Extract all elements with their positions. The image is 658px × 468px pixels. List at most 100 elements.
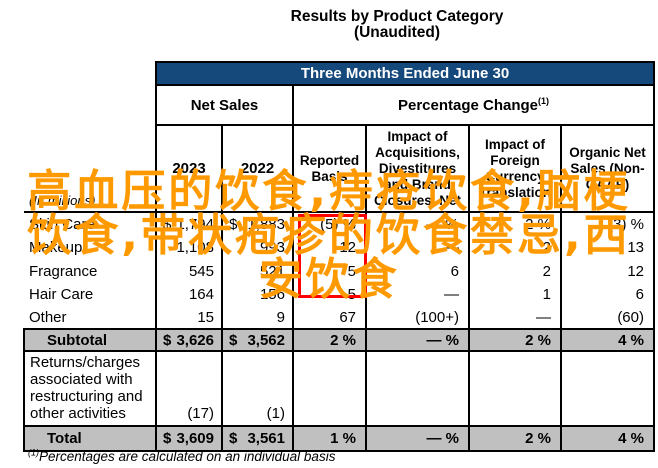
currency-impact-cell: 2	[468, 259, 561, 283]
col-header-2022: 2022	[221, 125, 293, 213]
net-sales-2023-cell: 545	[155, 259, 222, 283]
reported-basis-cell: 5	[292, 259, 366, 283]
acquisitions-impact-cell: —	[365, 283, 469, 306]
acquisitions-impact-cell: —	[365, 236, 469, 259]
row-label: Returns/charges associated with restruct…	[23, 351, 156, 426]
currency-impact-cell: 1	[468, 283, 561, 306]
net-sales-2023-cell: 1,108	[155, 236, 222, 259]
page-title: Results by Product Category (Unaudited)	[142, 9, 652, 41]
currency-symbol: $	[229, 430, 238, 447]
organic-net-sales-cell: 4 %	[560, 328, 655, 352]
value: 1,794	[176, 216, 214, 233]
net-sales-2023-cell: $3,609	[155, 425, 222, 452]
row-label: Other	[29, 308, 67, 326]
table-row: (In millions) 2023 2022 Reported Basis I…	[24, 125, 655, 213]
results-table: Three Months Ended June 30 Net Sales Per…	[23, 61, 655, 452]
table-row-returns-charges: Returns/charges associated with restruct…	[23, 351, 655, 426]
net-sales-2022-cell: 993	[221, 236, 293, 259]
highlight-box	[298, 214, 367, 298]
percentage-change-footnote-marker: (1)	[538, 95, 550, 106]
organic-net-sales-cell: 6	[560, 283, 655, 306]
currency-impact-cell: —	[468, 306, 561, 329]
table-row: Net Sales Percentage Change(1)	[24, 85, 655, 126]
currency-impact-cell: 2 %	[468, 212, 561, 236]
currency-symbol: $	[229, 216, 238, 233]
value: 3,561	[247, 430, 285, 447]
spacer-cell	[24, 85, 156, 125]
spacer-cell	[24, 62, 156, 85]
net-sales-2022-cell: (1)	[221, 351, 293, 426]
acquisitions-impact-cell: — %	[365, 212, 469, 236]
value: 3,562	[247, 331, 285, 349]
footnote: (1)Percentages are calculated on an indi…	[28, 447, 336, 464]
table-row-subtotal: Subtotal $3,626 $3,562 2 % — % 2 % 4 %	[23, 328, 655, 352]
organic-net-sales-cell: 4 %	[560, 425, 655, 452]
acquisitions-impact-cell: — %	[365, 425, 469, 452]
table-row-makeup: Makeup 1,108 993 12 — 2 13	[24, 236, 655, 259]
acquisitions-impact-cell	[365, 351, 469, 426]
net-sales-2023-cell: $1,794	[155, 212, 222, 236]
table-row-total: Total $3,609 $3,561 1 % — % 2 % 4 %	[23, 425, 655, 452]
col-header-foreign-currency: Impact of Foreign Currency Translation	[468, 125, 561, 213]
col-header-reported-basis: Reported Basis	[292, 125, 366, 213]
organic-net-sales-cell: 13	[560, 236, 655, 259]
currency-impact-cell: 2 %	[468, 328, 561, 352]
table-row: Three Months Ended June 30	[24, 61, 655, 86]
organic-net-sales-cell: (60)	[560, 306, 655, 329]
currency-impact-cell: 2 %	[468, 425, 561, 452]
net-sales-2023-cell: 15	[155, 306, 222, 329]
net-sales-2022-cell: $3,561	[221, 425, 293, 452]
currency-impact-cell: 2	[468, 236, 561, 259]
currency-symbol: $	[163, 331, 172, 349]
reported-basis-cell: 67	[292, 306, 366, 329]
net-sales-group-header: Net Sales	[155, 85, 293, 126]
net-sales-2022-cell: $3,562	[221, 328, 293, 352]
col-header-2023: 2023	[155, 125, 222, 213]
col-header-organic: Organic Net Sales (Non-GAAP)	[560, 125, 655, 213]
row-label: Total	[23, 425, 156, 452]
footnote-text: Percentages are calculated on an individ…	[39, 449, 336, 464]
table-row-other: Other 15 9 67 (100+) — (60)	[24, 306, 655, 329]
col-header-acquisitions: Impact of Acquisitions, Divestitures and…	[365, 125, 469, 213]
reported-basis-cell: 2 %	[292, 328, 366, 352]
organic-net-sales-cell	[560, 351, 655, 426]
currency-symbol: $	[163, 216, 172, 233]
row-label: Makeup	[29, 239, 83, 256]
reported-basis-cell: 5	[292, 283, 366, 306]
percentage-change-group-header: Percentage Change(1)	[292, 85, 655, 126]
row-label: Hair Care	[29, 286, 94, 303]
net-sales-2023-cell: $3,626	[155, 328, 222, 352]
row-label: Skin Care	[29, 216, 95, 233]
footnote-marker: (1)	[28, 447, 39, 458]
percentage-change-label: Percentage Change	[397, 96, 539, 114]
currency-impact-cell	[468, 351, 561, 426]
net-sales-2023-cell: 164	[155, 283, 222, 306]
table-row-fragrance: Fragrance 545 521 5 6 2 12	[24, 259, 655, 283]
period-header: Three Months Ended June 30	[155, 61, 655, 86]
in-millions-cell: (In millions)	[24, 125, 156, 213]
reported-basis-cell	[292, 351, 366, 426]
net-sales-2022-cell: 156	[221, 283, 293, 306]
currency-symbol: $	[229, 331, 238, 349]
value: 1,883	[247, 216, 285, 233]
organic-net-sales-cell: (3) %	[560, 212, 655, 236]
reported-basis-cell: 12	[292, 236, 366, 259]
table-row-hair-care: Hair Care 164 156 5 — 1 6	[24, 283, 655, 306]
acquisitions-impact-cell: — %	[365, 328, 469, 352]
net-sales-2022-cell: 521	[221, 259, 293, 283]
row-label: Subtotal	[23, 328, 156, 352]
title-line1: Results by Product Category	[290, 8, 504, 25]
acquisitions-impact-cell: 6	[365, 259, 469, 283]
currency-symbol: $	[163, 430, 172, 447]
value: 3,609	[176, 430, 214, 447]
row-label: Fragrance	[29, 262, 98, 280]
value: 3,626	[176, 331, 214, 349]
table-row-skin-care: Skin Care $1,794 $1,883 (5) % — % 2 % (3…	[24, 212, 655, 236]
net-sales-2023-cell: (17)	[155, 351, 222, 426]
organic-net-sales-cell: 12	[560, 259, 655, 283]
reported-basis-cell: 1 %	[292, 425, 366, 452]
acquisitions-impact-cell: (100+)	[365, 306, 469, 329]
net-sales-2022-cell: $1,883	[221, 212, 293, 236]
title-line2: (Unaudited)	[353, 24, 441, 41]
